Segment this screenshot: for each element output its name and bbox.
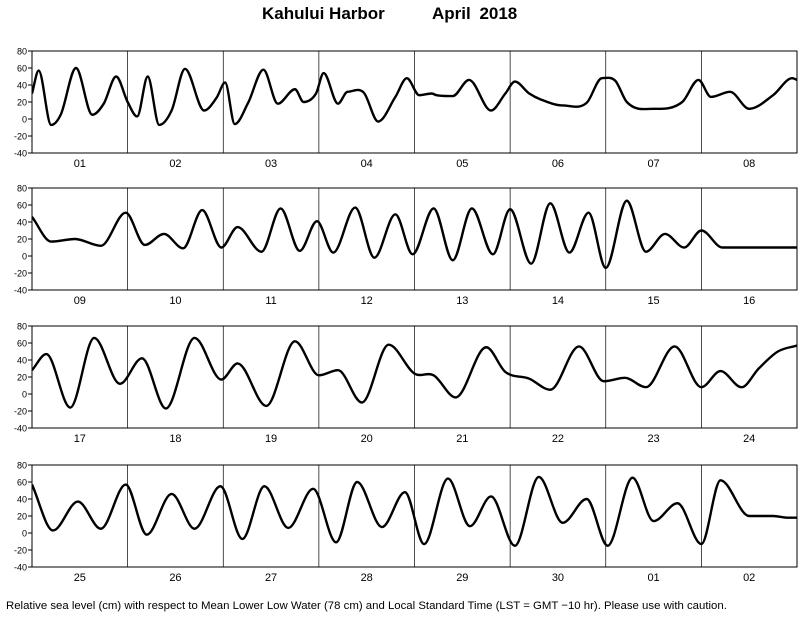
day-label: 26 — [169, 572, 181, 584]
tide-series-line — [32, 475, 797, 547]
tide-panel-1: -40 -20 0 20 40 60 80 01 02 03 04 05 06 07 08 — [14, 47, 798, 170]
chart-title: Kahului Harbor April 2018 — [0, 4, 800, 26]
y-tick-label: 40 — [17, 81, 27, 91]
day-label: 16 — [743, 295, 755, 307]
tide-series-line — [32, 199, 797, 270]
day-label: 10 — [169, 295, 181, 307]
day-label: 12 — [361, 295, 373, 307]
y-tick-label: -20 — [14, 546, 27, 556]
day-label: 18 — [169, 433, 181, 445]
day-label: 17 — [74, 433, 86, 445]
y-tick-label: 0 — [22, 115, 27, 125]
y-tick-label: 20 — [17, 235, 27, 245]
day-label: 23 — [647, 433, 659, 445]
tide-series-line — [32, 336, 797, 410]
y-tick-label: 0 — [22, 252, 27, 262]
y-tick-label: -20 — [14, 407, 27, 417]
day-label: 05 — [456, 158, 468, 170]
day-label: 25 — [74, 572, 86, 584]
y-tick-label: 80 — [17, 322, 27, 332]
day-label: 02 — [743, 572, 755, 584]
tide-panel-3: -40 -20 0 20 40 60 80 17 18 19 20 21 22 23 24 — [14, 322, 798, 445]
y-tick-label: 80 — [17, 184, 27, 194]
y-tick-label: 60 — [17, 478, 27, 488]
y-tick-label: 0 — [22, 390, 27, 400]
y-tick-label: 0 — [22, 529, 27, 539]
day-label: 08 — [743, 158, 755, 170]
day-label: 06 — [552, 158, 564, 170]
day-label: 02 — [169, 158, 181, 170]
y-tick-label: 20 — [17, 373, 27, 383]
day-label: 28 — [361, 572, 373, 584]
y-tick-label: 20 — [17, 98, 27, 108]
day-label: 30 — [552, 572, 564, 584]
day-label: 19 — [265, 433, 277, 445]
day-label: 01 — [74, 158, 86, 170]
day-label: 24 — [743, 433, 755, 445]
day-label: 22 — [552, 433, 564, 445]
station-name: Kahului Harbor — [262, 4, 385, 23]
y-tick-label: -20 — [14, 269, 27, 279]
y-tick-label: -40 — [14, 424, 27, 434]
y-tick-label: -40 — [14, 286, 27, 296]
y-tick-label: -40 — [14, 563, 27, 573]
day-label: 11 — [265, 295, 276, 307]
y-tick-label: 40 — [17, 218, 27, 228]
day-label: 07 — [647, 158, 659, 170]
day-label: 14 — [552, 295, 564, 307]
y-tick-label: 80 — [17, 461, 27, 471]
day-label: 27 — [265, 572, 277, 584]
day-label: 13 — [456, 295, 468, 307]
tide-panel-2: -40 -20 0 20 40 60 80 09 10 11 12 13 14 15 16 — [14, 184, 798, 307]
day-label: 21 — [456, 433, 468, 445]
tide-panel-4: -40 -20 0 20 40 60 80 25 26 27 28 29 30 01 02 — [14, 461, 798, 584]
y-tick-label: 40 — [17, 356, 27, 366]
day-label: 01 — [647, 572, 659, 584]
day-label: 15 — [647, 295, 659, 307]
day-label: 03 — [265, 158, 277, 170]
day-label: 20 — [361, 433, 373, 445]
day-label: 09 — [74, 295, 86, 307]
y-tick-label: 40 — [17, 495, 27, 505]
footer-note: Relative sea level (cm) with respect to … — [6, 600, 727, 612]
y-tick-label: 20 — [17, 512, 27, 522]
tide-series-line — [32, 66, 797, 127]
day-label: 04 — [361, 158, 373, 170]
y-tick-label: 60 — [17, 64, 27, 74]
y-tick-label: 60 — [17, 339, 27, 349]
month-year: April 2018 — [432, 4, 518, 23]
y-tick-label: -20 — [14, 132, 27, 142]
day-label: 29 — [456, 572, 468, 584]
y-tick-label: -40 — [14, 149, 27, 159]
y-tick-label: 80 — [17, 47, 27, 57]
y-tick-label: 60 — [17, 201, 27, 211]
